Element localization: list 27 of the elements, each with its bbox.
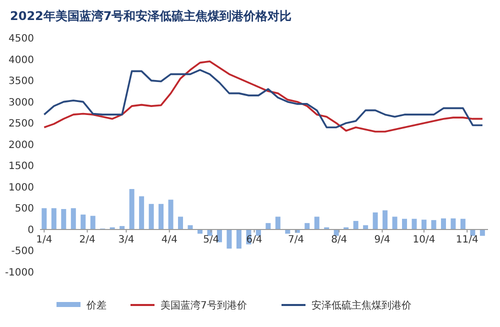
y-tick-label: 4500 <box>8 34 34 44</box>
y-tick-label: 2000 <box>8 140 34 151</box>
x-tick-label: 10/4 <box>412 234 436 246</box>
x-tick-label: 4/4 <box>161 234 178 246</box>
y-tick-label: -500 <box>11 246 34 258</box>
x-tick-label: 2/4 <box>79 234 96 246</box>
legend-label: 美国蓝湾7号到港价 <box>160 300 247 312</box>
x-tick-label: 3/4 <box>118 234 134 246</box>
x-tick-label: 5/4 <box>203 234 220 246</box>
x-tick-label: 11/4 <box>456 234 478 246</box>
y-tick-label: 3000 <box>8 97 34 108</box>
y-tick-label: 500 <box>14 204 34 215</box>
chart-title: 2022年美国蓝湾7号和安泽低硫主焦煤到港价格对比 <box>10 9 292 23</box>
y-tick-label: 2500 <box>8 118 34 130</box>
x-tick-label: 7/4 <box>288 234 304 246</box>
legend-label: 价差 <box>86 300 106 312</box>
y-tick-label: 1500 <box>8 161 34 172</box>
y-tick-label: 1000 <box>8 182 34 194</box>
y-tick-label: -1000 <box>4 268 34 278</box>
x-tick-label: 1/4 <box>36 234 52 246</box>
x-tick-label: 9/4 <box>374 234 390 246</box>
y-tick-label: 0 <box>28 224 34 236</box>
legend-label: 安泽低硫主焦煤到港价 <box>312 300 412 312</box>
x-tick-label: 6/4 <box>246 234 262 246</box>
y-tick-label: 3500 <box>8 76 34 88</box>
x-tick-label: 8/4 <box>331 234 348 246</box>
y-tick-label: 4000 <box>8 54 34 66</box>
